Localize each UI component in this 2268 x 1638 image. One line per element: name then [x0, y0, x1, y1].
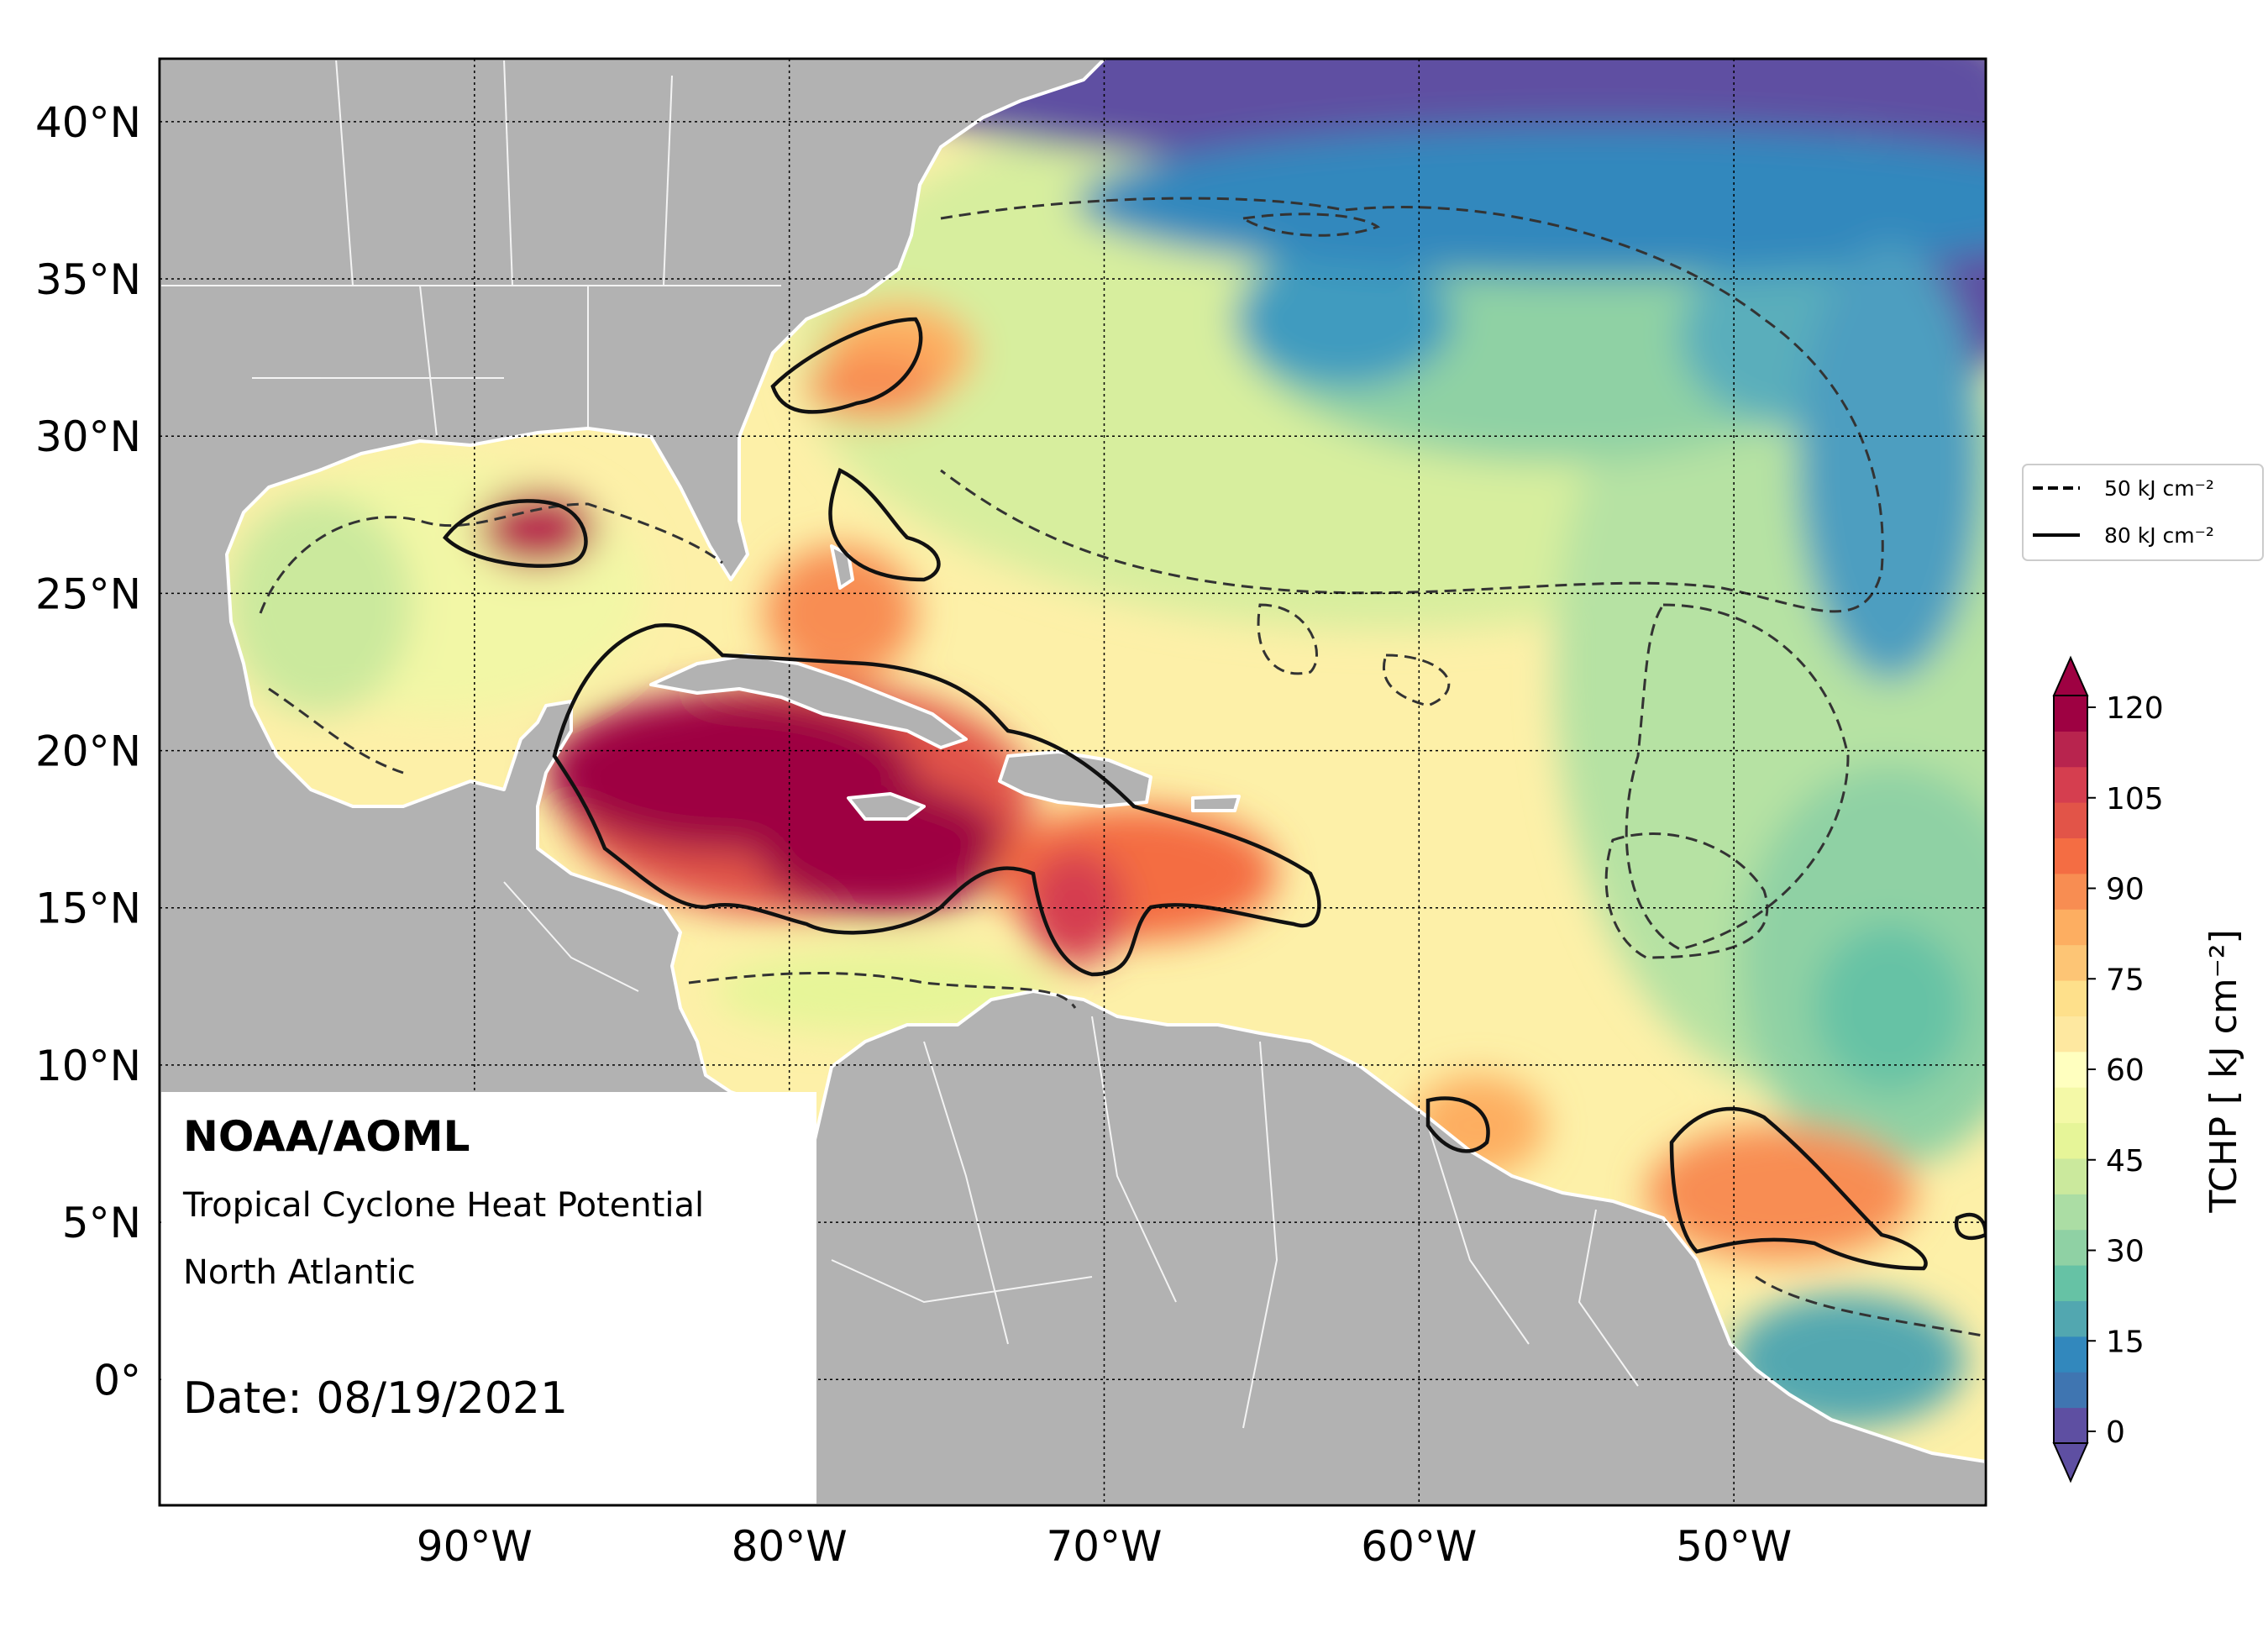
latitude-tick-label: 30°N [35, 412, 141, 461]
colorbar-block [2054, 802, 2087, 839]
legend-label-50: 50 kJ cm⁻² [2104, 476, 2214, 501]
colorbar-tick-label: 90 [2106, 873, 2145, 907]
colorbar-block [2054, 909, 2087, 946]
colorbar: 0 15 30 45 60 75 90 105 120 TCHP [ kJ cm⁻²] [2052, 655, 2245, 1483]
colorbar-block [2054, 1016, 2087, 1053]
map-frame [158, 57, 1987, 1507]
annotation-box: NOAA/AOML Tropical Cyclone Heat Potentia… [161, 1092, 816, 1504]
colorbar-block [2054, 766, 2087, 803]
colorbar-tick-label: 45 [2106, 1144, 2145, 1179]
colorbar-blocks [2054, 696, 2087, 1444]
contour-legend: 50 kJ cm⁻² 80 kJ cm⁻² [2022, 464, 2264, 561]
colorbar-min-triangle [2052, 1442, 2089, 1483]
colorbar-ticks: 0 15 30 45 60 75 90 105 120 [2087, 691, 2164, 1450]
colorbar-block [2054, 1407, 2087, 1444]
longitude-tick-label: 60°W [1361, 1522, 1477, 1571]
colorbar-block [2054, 1087, 2087, 1124]
colorbar-block [2054, 696, 2087, 732]
institution-label: NOAA/AOML [183, 1112, 470, 1161]
latitude-tick-label: 20°N [35, 727, 141, 776]
longitude-tick-label: 90°W [417, 1522, 533, 1571]
colorbar-block [2054, 980, 2087, 1016]
legend-frame [2022, 464, 2264, 561]
colorbar-label: TCHP [ kJ cm⁻²] [2202, 929, 2245, 1213]
colorbar-tick-label: 0 [2106, 1415, 2125, 1450]
latitude-tick-label: 25°N [35, 570, 141, 618]
region-label: North Atlantic [183, 1253, 416, 1292]
colorbar-block [2054, 873, 2087, 910]
colorbar-block [2054, 1122, 2087, 1159]
jamaica [847, 792, 926, 821]
product-label: Tropical Cyclone Heat Potential [182, 1186, 704, 1225]
latitude-tick-label: 10°N [35, 1042, 141, 1090]
latitude-tick-label: 15°N [35, 885, 141, 933]
hispaniola [998, 750, 1152, 808]
colorbar-tick-label: 30 [2106, 1235, 2145, 1269]
political-borders [160, 59, 1639, 1429]
colorbar-tick-label: 105 [2106, 782, 2164, 816]
south-america [754, 990, 1986, 1505]
colorbar-tick-label: 60 [2106, 1053, 2145, 1088]
tchp-field [227, 59, 1986, 1428]
latitude-tick-label: 35°N [35, 255, 141, 304]
colorbar-block [2054, 1300, 2087, 1337]
graticule [160, 59, 1986, 1505]
colorbar-block [2054, 1158, 2087, 1194]
contour-80 [443, 317, 1986, 1271]
colorbar-tick-label: 120 [2106, 691, 2164, 726]
latitude-tick-label: 0° [93, 1356, 141, 1404]
colorbar-block [2054, 1051, 2087, 1088]
colorbar-block [2054, 1229, 2087, 1266]
longitude-tick-label: 50°W [1676, 1522, 1792, 1571]
colorbar-max-triangle [2052, 655, 2089, 696]
colorbar-block [2054, 731, 2087, 768]
latitude-tick-label: 5°N [62, 1199, 141, 1247]
latitude-tick-labels: 40°N 35°N 30°N 25°N 20°N 15°N 10°N 5°N 0° [35, 98, 141, 1404]
colorbar-block [2054, 1265, 2087, 1301]
colorbar-tick-label: 15 [2106, 1325, 2145, 1359]
annotation-background [161, 1092, 816, 1504]
longitude-tick-labels: 90°W 80°W 70°W 60°W 50°W [417, 1522, 1792, 1571]
colorbar-tick-label: 75 [2106, 963, 2145, 997]
puerto-rico [1191, 795, 1241, 812]
longitude-tick-label: 70°W [1046, 1522, 1162, 1571]
colorbar-block [2054, 837, 2087, 874]
colorbar-block [2054, 1372, 2087, 1409]
colorbar-block [2054, 1336, 2087, 1373]
date-label: Date: 08/19/2021 [183, 1373, 568, 1424]
longitude-tick-label: 80°W [732, 1522, 848, 1571]
latitude-tick-label: 40°N [35, 98, 141, 147]
legend-label-80: 80 kJ cm⁻² [2104, 523, 2214, 548]
colorbar-block [2054, 1194, 2087, 1231]
colorbar-block [2054, 944, 2087, 981]
contour-50 [259, 197, 1983, 1337]
